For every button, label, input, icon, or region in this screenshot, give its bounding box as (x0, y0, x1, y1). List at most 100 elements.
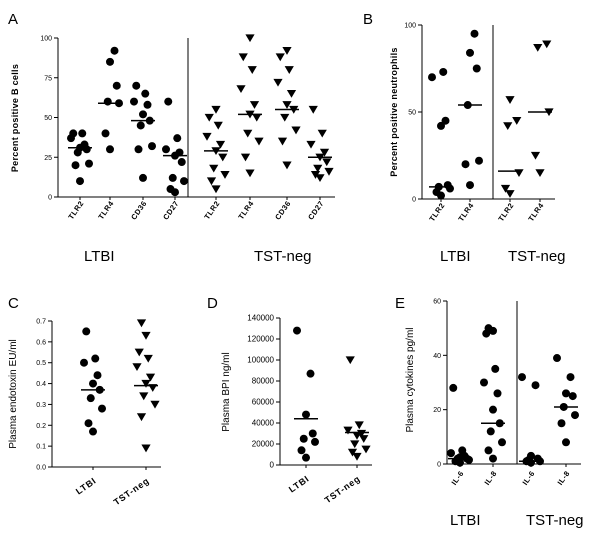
data-point (293, 326, 301, 335)
data-point (112, 81, 121, 90)
category-label: CD36 (129, 199, 149, 222)
data-point (280, 113, 290, 122)
data-point (148, 142, 156, 151)
y-tick-label: 0.2 (36, 423, 46, 430)
data-point (500, 184, 511, 193)
data-point (132, 81, 141, 90)
data-point (106, 57, 114, 66)
data-point (141, 379, 151, 388)
data-point (132, 363, 142, 372)
data-point (136, 121, 145, 130)
y-tick-label: 50 (44, 115, 52, 122)
panel-letter: C (8, 295, 19, 312)
data-point (319, 148, 330, 157)
data-point (211, 185, 221, 194)
data-point (308, 429, 317, 438)
data-point (437, 121, 445, 130)
data-point (247, 66, 257, 74)
category-label: TLR4 (526, 201, 545, 223)
y-tick-label: 20 (433, 407, 441, 414)
y-axis-label: Percent positive neutrophils (389, 47, 399, 176)
data-point (311, 437, 319, 446)
data-point (530, 151, 541, 160)
category-label: TLR2 (202, 199, 221, 221)
y-axis-label: Plasma endotoxin EU/ml (8, 339, 19, 449)
data-point (571, 411, 579, 420)
data-point (306, 140, 316, 149)
data-point (347, 448, 358, 457)
category-label: LTBI (74, 475, 98, 496)
data-point (439, 67, 448, 76)
data-point (308, 105, 318, 114)
data-point (71, 161, 80, 170)
data-point (204, 113, 214, 122)
data-point (470, 29, 479, 38)
y-tick-label: 25 (44, 155, 52, 162)
data-point (343, 426, 353, 435)
category-label: TLR2 (427, 201, 446, 223)
data-point (315, 174, 325, 183)
y-tick-label: 0.3 (36, 402, 46, 409)
data-point (243, 129, 253, 138)
data-point (254, 137, 264, 146)
data-point (466, 181, 474, 190)
panel-b: B 0 50 100 Percent positive neutrophils TLR2 T… (363, 11, 566, 265)
data-point (139, 173, 147, 182)
panel-e: E 0 20 40 60 Plasma cytokines pg/ml IL-6 IL-8 IL… (395, 295, 584, 529)
data-point (313, 164, 323, 173)
data-point (130, 97, 138, 106)
data-point (166, 185, 175, 194)
data-point (180, 177, 188, 186)
data-point (202, 132, 212, 141)
data-point (361, 445, 371, 454)
y-tick-label: 140000 (247, 314, 274, 323)
y-axis-label: Plasma cytokines pg/ml (405, 327, 416, 432)
data-point (76, 177, 84, 186)
panel-letter: A (8, 11, 18, 28)
data-point (141, 444, 151, 453)
group-label: LTBI (84, 248, 115, 265)
data-point (514, 169, 524, 178)
category-label: TST-neg (323, 473, 362, 505)
panel-d: D 0 20000 40000 60000 80000 100000 120000 140000… (207, 295, 372, 505)
data-point (491, 364, 500, 373)
data-point (277, 137, 288, 146)
y-tick-label: 0.4 (36, 381, 46, 388)
data-point (145, 373, 156, 382)
data-point (535, 169, 545, 178)
category-label: IL-6 (449, 469, 465, 487)
data-point (531, 381, 540, 390)
data-point (110, 46, 119, 55)
panel-letter: B (363, 11, 373, 28)
y-tick-label: 0 (48, 195, 52, 202)
data-point (484, 446, 493, 455)
category-label: TST-neg (112, 475, 151, 507)
category-label: CD36 (273, 199, 293, 222)
y-tick-label: 120000 (247, 335, 274, 344)
data-point (282, 47, 292, 55)
y-tick-label: 0.0 (36, 465, 46, 472)
data-point (91, 354, 100, 363)
data-point (286, 89, 297, 98)
data-point (566, 373, 575, 382)
data-point (297, 446, 306, 455)
data-point (466, 48, 474, 57)
data-point (84, 419, 93, 428)
panel-letter: D (207, 295, 218, 312)
y-tick-label: 0.6 (36, 339, 46, 346)
data-point (486, 427, 495, 436)
y-axis-label: Percent positive B cells (10, 64, 20, 172)
data-point (213, 121, 223, 130)
data-point (218, 153, 228, 162)
data-point (80, 358, 88, 367)
y-tick-label: 0 (412, 197, 416, 204)
data-point (245, 169, 255, 178)
data-point (282, 101, 292, 109)
data-point (80, 140, 89, 149)
data-point (143, 354, 153, 363)
category-label: IL-8 (482, 469, 498, 487)
data-point (310, 171, 321, 179)
panel-a: A 0 25 50 75 100 Percent positive B cells TLR2 T… (8, 11, 335, 265)
y-tick-label: 80000 (252, 377, 275, 386)
data-point (557, 419, 566, 428)
